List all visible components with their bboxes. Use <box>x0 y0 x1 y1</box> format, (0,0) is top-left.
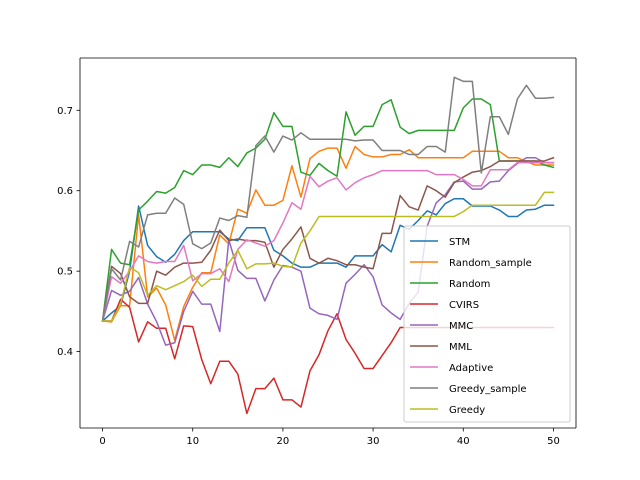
legend-box <box>403 225 571 423</box>
legend: STM Random_sample Random CVIRS MMC MML Adaptiv… <box>403 225 571 423</box>
legend-label-greedy-sample: Greedy_sample <box>449 384 527 395</box>
y-tick-label: 0.4 <box>57 347 73 358</box>
y-axis: 0.4 0.5 0.6 0.7 <box>57 106 80 358</box>
legend-label-random: Random <box>449 279 490 290</box>
x-tick-label: 20 <box>277 436 290 447</box>
x-tick-label: 40 <box>457 436 470 447</box>
series-line-adaptive <box>101 161 555 322</box>
series-line-random-sample <box>101 145 555 342</box>
x-tick-label: 50 <box>547 436 560 447</box>
legend-label-random-sample: Random_sample <box>449 258 532 269</box>
legend-label-greedy: Greedy <box>449 405 485 416</box>
x-axis: 0 10 20 30 40 50 <box>99 428 560 447</box>
legend-label-adaptive: Adaptive <box>449 363 493 374</box>
axes-frame <box>79 57 577 429</box>
x-tick-label: 10 <box>186 436 199 447</box>
y-tick-label: 0.5 <box>57 267 73 278</box>
legend-label-mmc: MMC <box>449 321 473 332</box>
legend-label-cvirs: CVIRS <box>449 300 479 311</box>
x-tick-label: 30 <box>367 436 380 447</box>
x-tick-label: 0 <box>99 436 105 447</box>
series-line-random <box>101 98 555 322</box>
legend-label-mml: MML <box>449 342 472 353</box>
series-line-stm <box>101 198 555 323</box>
series-line-mmc <box>101 156 555 346</box>
series-line-greedy-sample <box>101 76 555 322</box>
legend-label-stm: STM <box>449 237 470 248</box>
y-tick-label: 0.7 <box>57 106 73 117</box>
series-line-mml <box>101 156 555 322</box>
series-line-greedy <box>101 191 555 322</box>
y-tick-label: 0.6 <box>57 186 73 197</box>
